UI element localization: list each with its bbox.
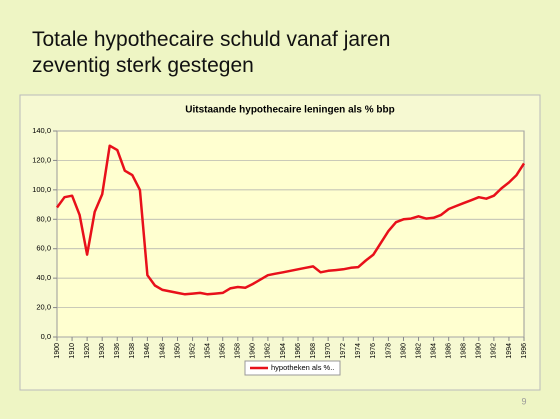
x-tick-label: 1910	[69, 343, 76, 359]
x-tick-label: 1980	[400, 343, 407, 359]
y-tick-label: 60,0	[36, 244, 51, 253]
legend-label: hypotheken als %..	[271, 363, 334, 372]
x-tick-label: 1958	[235, 343, 242, 359]
x-tick-label: 1982	[415, 343, 422, 359]
legend-box	[244, 360, 341, 376]
x-tick-label: 1988	[461, 343, 468, 359]
x-tick-label: 1930	[99, 343, 106, 359]
x-tick-label: 1978	[385, 343, 392, 359]
page-number: 9	[521, 396, 526, 406]
x-tick-label: 1992	[491, 343, 498, 359]
x-tick-label: 1996	[521, 343, 528, 359]
y-tick-label: 0,0	[41, 332, 51, 341]
x-tick-label: 1976	[370, 343, 377, 359]
x-tick-label: 1946	[144, 343, 151, 359]
y-tick-label: 140,0	[32, 126, 51, 135]
y-tick-label: 80,0	[36, 214, 51, 223]
x-tick-label: 1972	[340, 343, 347, 359]
y-tick-label: 40,0	[36, 273, 51, 282]
x-tick-label: 1950	[174, 343, 181, 359]
y-tick-label: 20,0	[36, 303, 51, 312]
y-tick-label: 100,0	[32, 185, 51, 194]
x-tick-label: 1974	[355, 343, 362, 359]
x-tick-label: 1956	[220, 343, 227, 359]
x-tick-label: 1994	[506, 343, 513, 359]
x-tick-label: 1954	[204, 343, 211, 359]
y-tick-label: 120,0	[32, 155, 51, 164]
x-tick-label: 1984	[430, 343, 437, 359]
series-line	[55, 144, 526, 296]
x-tick-label: 1970	[325, 343, 332, 359]
plot-area	[56, 130, 525, 338]
x-tick-label: 1938	[129, 343, 136, 359]
chart-title: Uitstaande hypothecaire leningen als % b…	[185, 105, 395, 116]
x-tick-label: 1962	[265, 343, 272, 359]
x-tick-label: 1990	[476, 343, 483, 359]
x-tick-label: 1948	[159, 343, 166, 359]
x-tick-label: 1986	[446, 343, 453, 359]
x-tick-label: 1960	[250, 343, 257, 359]
x-tick-label: 1936	[114, 343, 121, 359]
x-tick-label: 1964	[280, 343, 287, 359]
x-tick-label: 1920	[84, 343, 91, 359]
x-tick-label: 1900	[54, 343, 61, 359]
x-tick-label: 1952	[189, 343, 196, 359]
x-tick-label: 1966	[295, 343, 302, 359]
x-tick-label: 1968	[310, 343, 317, 359]
slide-title: Totale hypothecaire schuld vanaf jaren ze…	[32, 28, 390, 77]
